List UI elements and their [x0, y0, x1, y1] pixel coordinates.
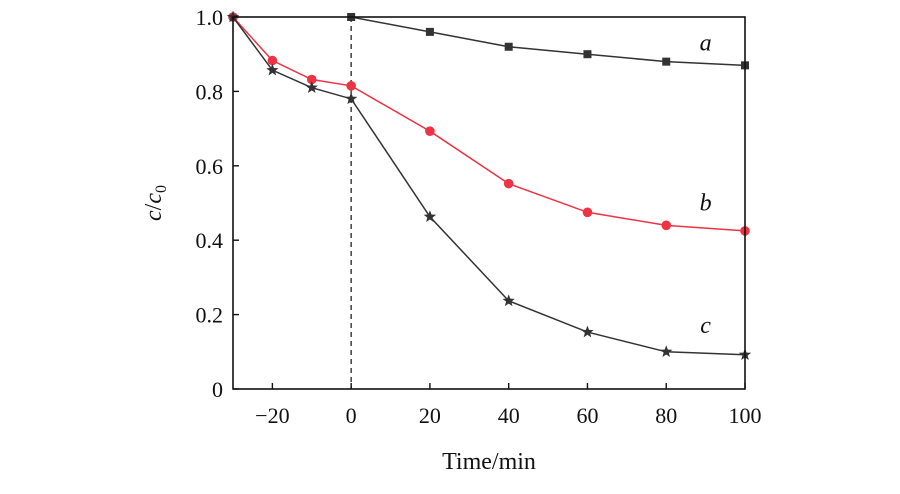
series-label-c: c: [700, 313, 711, 339]
y-tick-label: 0.6: [196, 154, 224, 179]
data-point: [344, 92, 358, 105]
data-point: [266, 63, 279, 76]
data-point: [425, 27, 434, 36]
x-tick-label: 60: [576, 403, 598, 428]
y-axis-title-c: c: [141, 210, 167, 221]
labels: Time/min c/c0 −20 0 20 40 60 80 10000.20.40.60…: [141, 5, 762, 475]
y-axis-title-c0: c: [141, 193, 167, 204]
data-point: [583, 50, 592, 59]
y-tick-label: 1.0: [196, 5, 224, 30]
series-label-b: b: [700, 190, 712, 216]
data-point: [423, 210, 437, 223]
data-point: [503, 178, 514, 189]
series-line-c: [232, 16, 746, 356]
data-point: [267, 55, 278, 66]
data-point: [662, 57, 671, 66]
data-point: [502, 294, 515, 307]
x-tick-label: 0: [346, 403, 357, 428]
axes: [232, 16, 746, 390]
series-line-b: [232, 16, 746, 232]
data-point: [504, 42, 513, 51]
data-point: [582, 207, 593, 218]
series-b: [228, 12, 750, 236]
data-point: [306, 74, 317, 85]
y-axis-title-subscript: 0: [153, 185, 170, 193]
y-tick-label: 0: [212, 377, 223, 402]
y-tick-label: 0.8: [196, 79, 224, 104]
x-tick-label: 40: [498, 403, 520, 428]
x-axis-title: Time/min: [442, 449, 536, 475]
series-label-a: a: [700, 30, 712, 56]
x-tick-label: 20: [419, 403, 441, 428]
plot-frame: [232, 16, 746, 390]
x-tick-label: −20: [255, 403, 289, 428]
data-point: [425, 126, 435, 137]
y-tick-label: 0.2: [196, 303, 224, 328]
data-point: [346, 81, 356, 91]
data-point: [305, 81, 318, 93]
data-point: [661, 220, 672, 231]
series-line-a: [351, 16, 746, 67]
x-tick-label: 80: [655, 403, 677, 428]
y-axis-title: c/c0: [141, 185, 170, 221]
series-layer: [226, 10, 752, 361]
x-tick-label: 100: [729, 403, 762, 428]
data-point: [581, 325, 594, 338]
series-c: [226, 10, 752, 361]
y-axis-title-slash: /: [141, 203, 167, 210]
series-a: [347, 13, 749, 70]
y-tick-label: 0.4: [196, 228, 224, 253]
data-point: [660, 345, 673, 358]
